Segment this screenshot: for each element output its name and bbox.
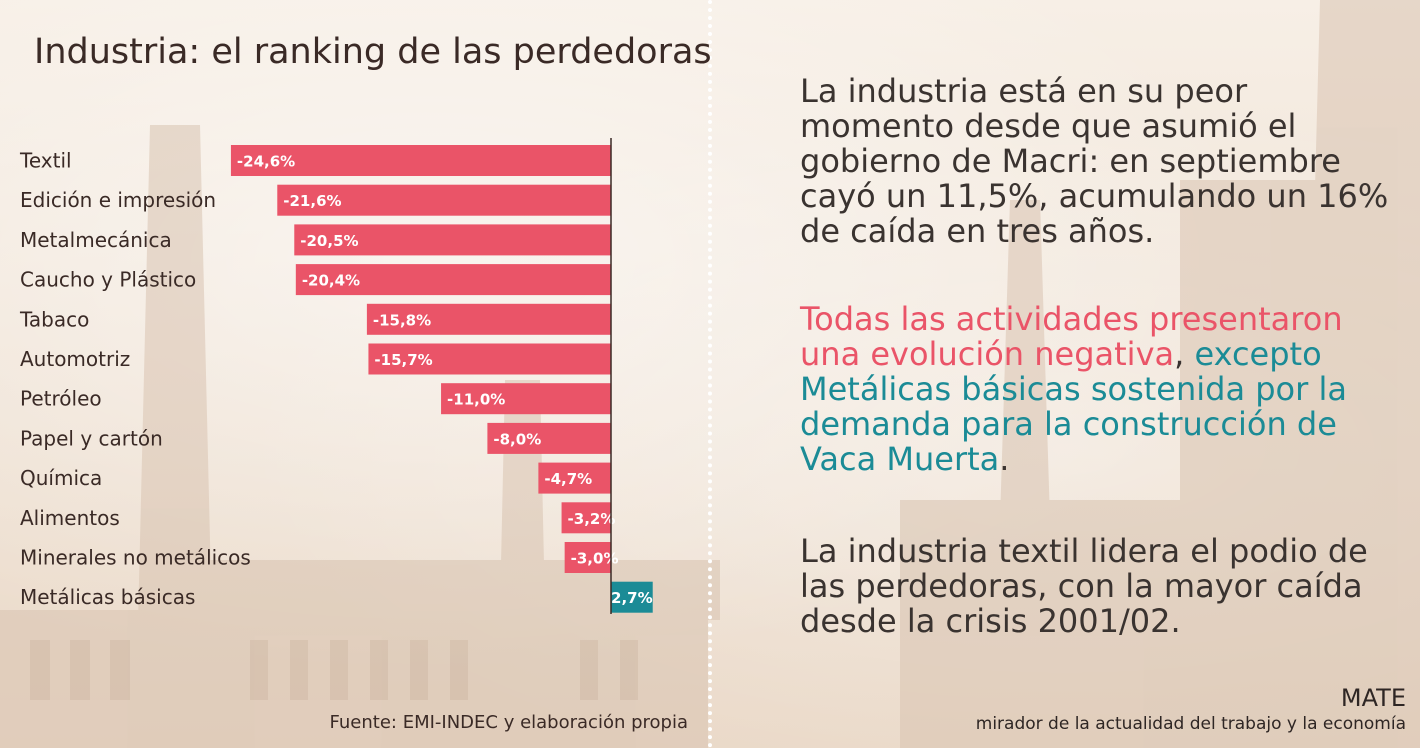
category-label: Metálicas básicas (20, 585, 195, 609)
activities-paragraph: Todas las actividades presentaron una ev… (800, 302, 1390, 477)
bar-value-label: -15,7% (374, 351, 432, 369)
category-label: Alimentos (20, 506, 120, 530)
category-label: Papel y cartón (20, 426, 163, 450)
bar-value-label: 2,7% (611, 589, 653, 607)
negative-activities-text: Todas las actividades presentaron una ev… (800, 300, 1343, 373)
bar (294, 224, 611, 256)
category-label: Edición e impresión (20, 188, 216, 212)
chart-source: Fuente: EMI-INDEC y elaboración propia (329, 712, 688, 733)
bar (564, 542, 611, 573)
textile-paragraph: La industria textil lidera el podio de l… (800, 532, 1368, 640)
summary-paragraph: La industria está en su peor momento des… (800, 72, 1389, 250)
period-text: . (999, 440, 1010, 478)
bar-value-label: -24,6% (237, 153, 295, 171)
category-label: Textil (19, 149, 72, 173)
bar-value-label: -20,5% (300, 232, 358, 250)
bar-value-label: -20,4% (302, 272, 360, 290)
category-label: Automotriz (20, 347, 130, 371)
bar (295, 264, 611, 296)
separator-text: , (1174, 335, 1195, 373)
bar (368, 343, 611, 375)
bar-chart: Textil Edición e impresión Metalmecánica Ca… (19, 138, 653, 614)
category-label: Metalmecánica (20, 228, 172, 252)
panel-divider (708, 0, 712, 748)
bar-value-label: -8,0% (493, 430, 541, 448)
bar-value-label: -21,6% (283, 192, 341, 210)
chart-title: Industria: el ranking de las perdedoras (34, 32, 712, 72)
bar (561, 502, 611, 534)
bar (277, 184, 611, 216)
category-label: Petróleo (20, 387, 102, 411)
category-label: Tabaco (19, 307, 89, 331)
exception-text: excepto Metálicas básicas sostenida por … (800, 335, 1347, 478)
bar (538, 462, 611, 494)
bar-value-label: -3,2% (568, 510, 616, 528)
bar-value-label: -15,8% (373, 311, 431, 329)
bar (611, 581, 653, 613)
bar-value-label: -4,7% (544, 470, 592, 488)
brand-logo-text: MATE (1340, 684, 1406, 712)
bar (230, 145, 611, 176)
bar (487, 422, 611, 454)
category-label: Caucho y Plástico (20, 268, 196, 292)
bar-value-label: -3,0% (571, 550, 619, 568)
bar (366, 303, 611, 335)
category-label: Minerales no metálicos (20, 546, 251, 570)
brand-tagline: mirador de la actualidad del trabajo y l… (975, 714, 1406, 734)
category-label: Química (20, 466, 102, 490)
bar-value-label: -11,0% (447, 391, 505, 409)
bar (441, 383, 611, 415)
